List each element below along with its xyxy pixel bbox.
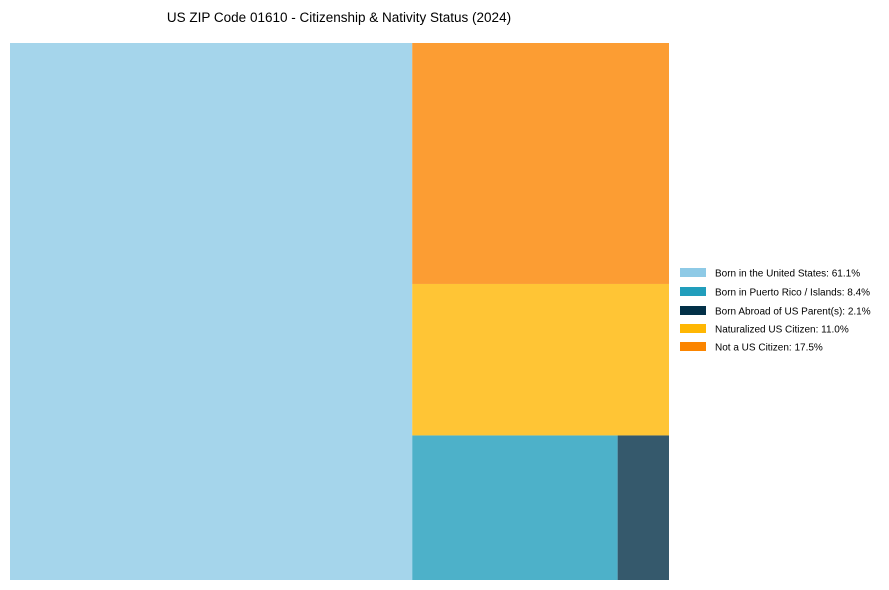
tile-born-us <box>10 43 413 580</box>
tile-born-abroad <box>617 435 669 580</box>
tile-born-puerto-rico <box>412 435 618 580</box>
legend-label-born-puerto-rico: Born in Puerto Rico / Islands: 8.4% <box>715 288 870 299</box>
treemap-tiles <box>10 43 669 580</box>
legend-label-born-us: Born in the United States: 61.1% <box>715 269 860 280</box>
legend-label-born-abroad: Born Abroad of US Parent(s): 2.1% <box>715 307 871 318</box>
legend-swatch-born-abroad <box>680 306 706 315</box>
legend-swatch-not-citizen <box>680 342 706 351</box>
tile-naturalized <box>412 283 669 436</box>
legend-swatch-born-us <box>680 268 706 277</box>
legend-label-naturalized: Naturalized US Citizen: 11.0% <box>715 325 849 336</box>
chart-title: US ZIP Code 01610 - Citizenship & Nativi… <box>167 10 511 25</box>
legend: Born in the United States: 61.1% Born in… <box>680 268 871 354</box>
legend-swatch-naturalized <box>680 324 706 333</box>
tile-not-citizen <box>412 43 669 284</box>
legend-label-not-citizen: Not a US Citizen: 17.5% <box>715 343 823 354</box>
legend-swatch-born-puerto-rico <box>680 287 706 296</box>
